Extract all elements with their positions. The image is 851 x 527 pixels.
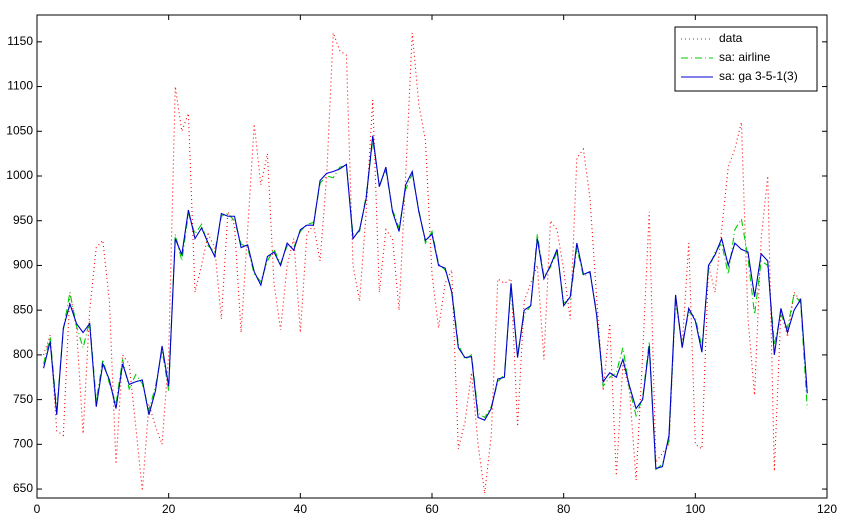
x-tick-label: 80 <box>557 502 571 516</box>
y-tick-label: 850 <box>13 302 33 316</box>
series-line <box>43 135 808 470</box>
x-tick-label: 60 <box>425 502 439 516</box>
y-tick-label: 1150 <box>7 34 33 48</box>
x-tick-label: 100 <box>685 502 705 516</box>
y-tick-label: 1000 <box>6 168 33 182</box>
x-tick-label: 20 <box>162 502 176 516</box>
x-tick-label: 40 <box>294 502 308 516</box>
legend-label: data <box>719 31 743 45</box>
y-tick-label: 650 <box>13 481 33 495</box>
y-tick-label: 700 <box>13 437 33 451</box>
y-tick-label: 950 <box>13 213 33 227</box>
plot-area <box>36 14 828 499</box>
y-tick-label: 800 <box>13 347 33 361</box>
x-tick-label: 120 <box>817 502 837 516</box>
legend-label: sa: ga 3-5-1(3) <box>719 69 798 83</box>
y-tick-label: 1100 <box>7 79 33 93</box>
y-tick-label: 900 <box>13 258 33 272</box>
y-tick-label: 1050 <box>6 123 33 137</box>
x-tick-label: 0 <box>34 502 41 516</box>
y-tick-label: 750 <box>13 392 33 406</box>
legend-box <box>674 26 818 92</box>
legend-label: sa: airline <box>719 50 771 64</box>
